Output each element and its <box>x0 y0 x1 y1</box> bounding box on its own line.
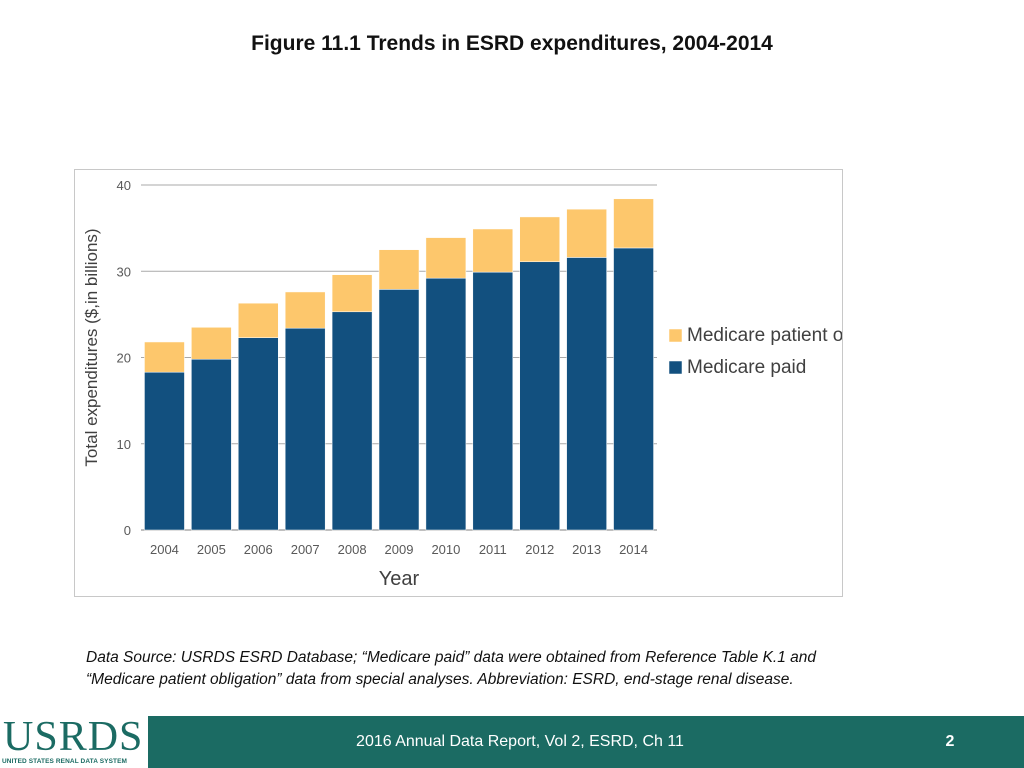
x-tick-label: 2007 <box>291 542 320 557</box>
page-number: 2 <box>945 733 955 750</box>
bar-patient-obligation-2005 <box>191 327 232 360</box>
bar-medicare-paid-2010 <box>425 277 467 531</box>
x-tick-label: 2005 <box>197 542 226 557</box>
bar-medicare-paid-2007 <box>284 327 326 531</box>
bar-medicare-paid-2012 <box>519 261 560 531</box>
x-tick-label: 2012 <box>525 542 554 557</box>
bar-medicare-paid-2011 <box>472 271 514 531</box>
y-tick-label: 10 <box>117 437 131 452</box>
bar-medicare-paid-2014 <box>613 247 654 531</box>
bar-patient-obligation-2004 <box>144 341 185 373</box>
y-tick-label: 30 <box>117 264 131 279</box>
x-tick-label: 2014 <box>619 542 648 557</box>
source-note-line-2: “Medicare patient obligation” data from … <box>86 671 794 688</box>
axes: 0 10 20 30 40 2004 2005 2006 2007 2008 2009 2010 201… <box>82 178 648 590</box>
bar-medicare-paid-2008 <box>331 311 373 531</box>
bar-patient-obligation-2006 <box>238 302 279 338</box>
x-tick-label: 2011 <box>479 542 507 557</box>
bar-medicare-paid-2006 <box>238 337 279 531</box>
data-source-note: Data Source: USRDS ESRD Database; “Medic… <box>86 647 966 691</box>
bar-medicare-paid-2013 <box>566 257 607 531</box>
chart-frame: 0 10 20 30 40 2004 2005 2006 2007 2008 2009 2010 201… <box>74 169 843 597</box>
bar-patient-obligation-2007 <box>284 291 326 329</box>
x-tick-label: 2004 <box>150 542 179 557</box>
bar-patient-obligation-2014 <box>613 198 654 249</box>
bar-medicare-paid-2009 <box>378 289 420 531</box>
source-note-line-1: Data Source: USRDS ESRD Database; “Medic… <box>86 649 817 666</box>
logo-subtitle: UNITED STATES RENAL DATA SYSTEM <box>2 758 128 765</box>
footer-report-title: 2016 Annual Data Report, Vol 2, ESRD, Ch… <box>356 733 684 750</box>
y-tick-label: 40 <box>117 178 131 193</box>
legend-label-patient-obligation: Medicare patient obligation <box>687 325 842 346</box>
footer-bar <box>0 716 1024 768</box>
x-tick-label: 2006 <box>244 542 273 557</box>
x-tick-label: 2013 <box>572 542 601 557</box>
x-tick-label: 2009 <box>385 542 414 557</box>
stacked-bar-chart: 0 10 20 30 40 2004 2005 2006 2007 2008 2009 2010 201… <box>82 178 842 590</box>
legend: Medicare patient obligation Medicare paid <box>668 325 842 378</box>
bars <box>144 198 654 531</box>
bar-patient-obligation-2011 <box>472 228 514 273</box>
y-tick-label: 20 <box>117 351 131 366</box>
bar-patient-obligation-2008 <box>331 274 373 313</box>
bar-medicare-paid-2005 <box>191 358 232 531</box>
x-tick-label: 2010 <box>431 542 460 557</box>
legend-swatch-medicare-paid <box>668 360 683 375</box>
bar-patient-obligation-2013 <box>566 208 607 258</box>
y-tick-label: 0 <box>124 523 131 538</box>
usrds-logo: USRDS UNITED STATES RENAL DATA SYSTEM <box>0 713 148 768</box>
x-axis-title: Year <box>379 568 420 590</box>
bar-patient-obligation-2012 <box>519 216 560 263</box>
bar-medicare-paid-2004 <box>144 371 185 531</box>
y-axis-title: Total expenditures ($,in billions) <box>82 228 101 466</box>
bar-patient-obligation-2010 <box>425 237 467 279</box>
x-tick-label: 2008 <box>338 542 367 557</box>
bar-patient-obligation-2009 <box>378 249 420 290</box>
slide-title: Figure 11.1 Trends in ESRD expenditures,… <box>251 32 773 55</box>
legend-label-medicare-paid: Medicare paid <box>687 357 806 378</box>
legend-swatch-patient-obligation <box>668 328 683 343</box>
logo-wordmark: USRDS <box>3 714 144 760</box>
